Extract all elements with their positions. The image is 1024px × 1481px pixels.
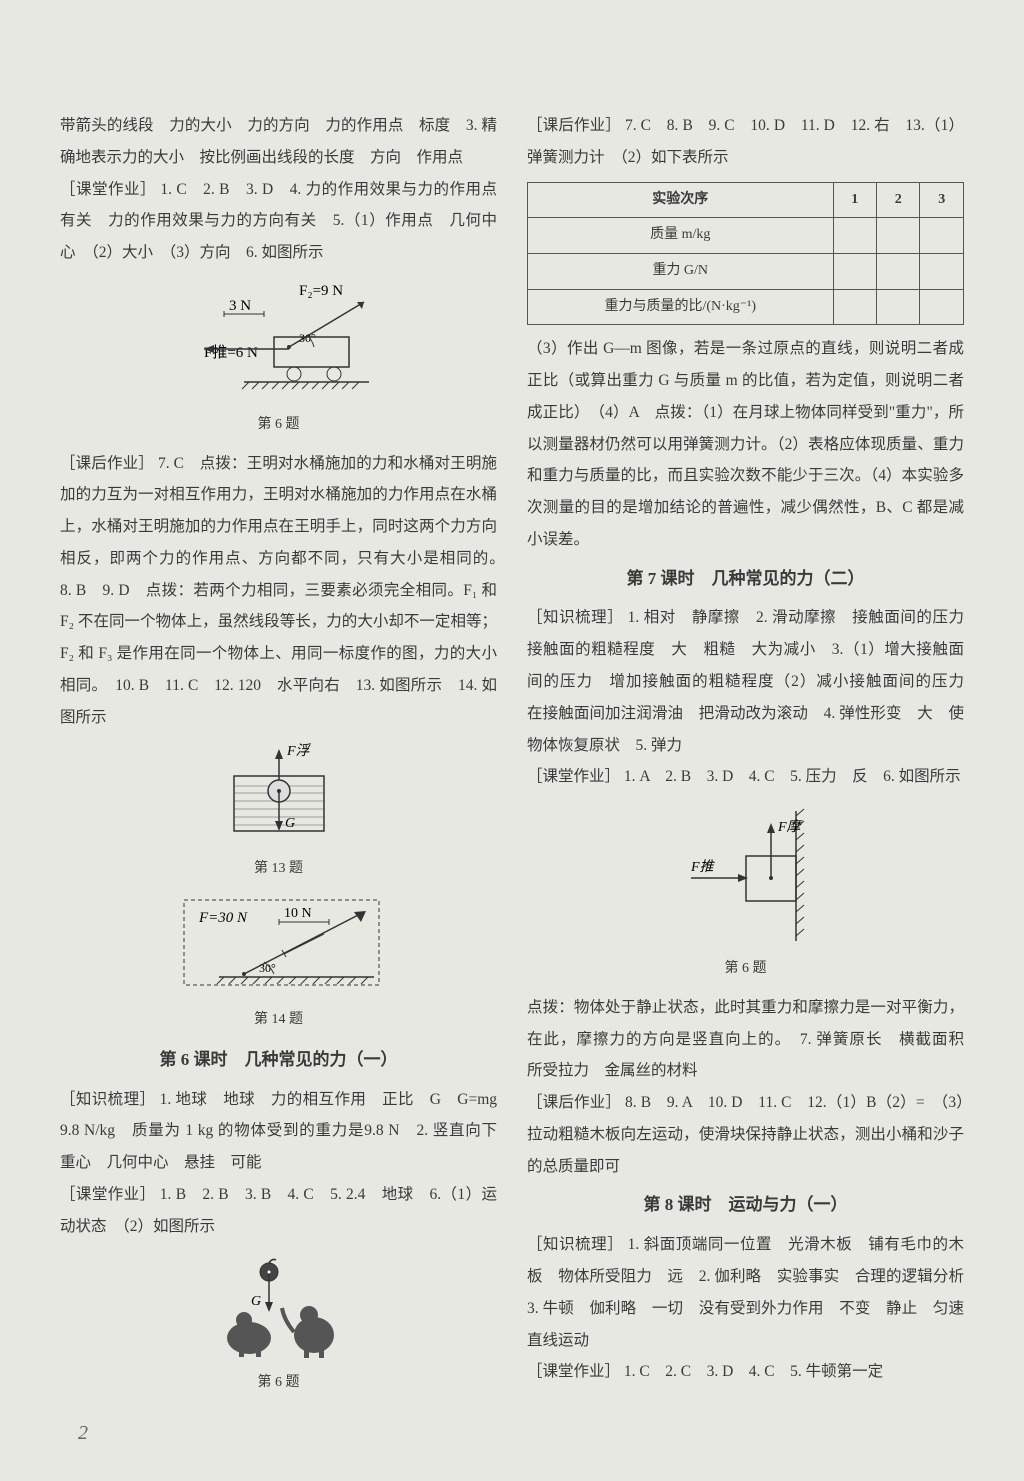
table-cell [833, 289, 876, 325]
label: ［知识梳理］ [527, 1236, 623, 1253]
left-column: 带箭头的线段 力的大小 力的方向 力的作用点 标度 3. 精确地表示力的大小 按… [60, 110, 497, 1406]
table-cell [920, 253, 964, 289]
figure-6-wall-block: F摩 F推 第 6 题 [527, 801, 964, 984]
text-block: ［知识梳理］ 1. 相对 静摩擦 2. 滑动摩擦 接触面间的压力 接触面的粗糙程… [527, 602, 964, 761]
figure-6b-apple: G 第 6 题 [60, 1250, 497, 1398]
text-block: ［知识梳理］ 1. 斜面顶端同一位置 光滑木板 铺有毛巾的木板 物体所受阻力 远… [527, 1229, 964, 1356]
label: ［课后作业］ [60, 455, 154, 472]
table-cell [920, 218, 964, 254]
text-block: 带箭头的线段 力的大小 力的方向 力的作用点 标度 3. 精确地表示力的大小 按… [60, 110, 497, 174]
text-block: ［课后作业］ 7. C 8. B 9. C 10. D 11. D 12. 右 … [527, 110, 964, 174]
label: ［课堂作业］ [60, 1186, 155, 1203]
figure-caption: 第 6 题 [258, 411, 300, 440]
label: 3 N [229, 298, 251, 314]
force-label: F摩 [777, 819, 803, 835]
table-row: 实验次序 1 2 3 [528, 182, 964, 218]
table-header: 质量 m/kg [528, 218, 834, 254]
text-block: ［课后作业］ 8. B 9. A 10. D 11. C 12.（1）B（2）=… [527, 1087, 964, 1182]
label: ［知识梳理］ [60, 1091, 155, 1108]
text-block: ［课堂作业］ 1. A 2. B 3. D 4. C 5. 压力 反 6. 如图… [527, 761, 964, 793]
force-label: F₂=9 N [299, 283, 343, 299]
label: ［课堂作业］ [527, 1363, 620, 1380]
table-header: 重力 G/N [528, 253, 834, 289]
text: 1. 相对 静摩擦 2. 滑动摩擦 接触面间的压力 接触面的粗糙程度 大 粗糙 … [527, 609, 980, 753]
text-block: ［知识梳理］ 1. 地球 地球 力的相互作用 正比 G G=mg 9.8 N/k… [60, 1084, 497, 1179]
figure-13-float: F浮 G 第 13 题 [60, 741, 497, 884]
figure-caption: 第 6 题 [725, 955, 767, 984]
experiment-table: 实验次序 1 2 3 质量 m/kg 重力 G/N 重力与质量的比/(N·kg⁻… [527, 182, 964, 326]
text-block: ［课后作业］ 7. C 点拨：王明对水桶施加的力和水桶对王明施加的力互为一对相互… [60, 448, 497, 734]
table-cell [920, 289, 964, 325]
scale-label: 10 N [284, 906, 312, 921]
table-cell [833, 218, 876, 254]
page-number: 2 [78, 1422, 88, 1445]
table-header: 重力与质量的比/(N·kg⁻¹) [528, 289, 834, 325]
table-row: 重力 G/N [528, 253, 964, 289]
text: 1. C 2. C 3. D 4. C 5. 牛顿第一定 [624, 1363, 883, 1380]
table-row: 质量 m/kg [528, 218, 964, 254]
right-column: ［课后作业］ 7. C 8. B 9. C 10. D 11. D 12. 右 … [527, 110, 964, 1406]
table-cell [876, 289, 919, 325]
label: ［课后作业］ [527, 117, 621, 134]
label: ［课后作业］ [527, 1094, 621, 1111]
table-cell [833, 253, 876, 289]
section-title: 第 6 课时 几种常见的力（一） [60, 1043, 497, 1078]
figure-6-cart: F₂=9 N 3 N 30° F推=6 N [60, 277, 497, 440]
section-title: 第 7 课时 几种常见的力（二） [527, 562, 964, 597]
figure-14-incline: F=30 N 10 N 30° [60, 892, 497, 1035]
text-block: ［课堂作业］ 1. C 2. B 3. D 4. 力的作用效果与力的作用点有关 … [60, 174, 497, 269]
table-cell [876, 253, 919, 289]
figure-caption: 第 13 题 [254, 855, 303, 884]
table-cell: 2 [876, 182, 919, 218]
force-label: G [285, 816, 295, 831]
table-header: 实验次序 [528, 182, 834, 218]
label: ［课堂作业］ [527, 768, 620, 785]
label: ［课堂作业］ [60, 181, 156, 198]
text-block: ［课堂作业］ 1. B 2. B 3. B 4. C 5. 2.4 地球 6.（… [60, 1179, 497, 1243]
force-label: F浮 [286, 743, 312, 759]
text-block: （3）作出 G—m 图像，若是一条过原点的直线，则说明二者成正比（或算出重力 G… [527, 333, 964, 555]
section-title: 第 8 课时 运动与力（一） [527, 1188, 964, 1223]
table-row: 重力与质量的比/(N·kg⁻¹) [528, 289, 964, 325]
force-label: F=30 N [198, 910, 248, 926]
table-cell [876, 218, 919, 254]
figure-caption: 第 14 题 [254, 1006, 303, 1035]
text-block: 点拨：物体处于静止状态，此时其重力和摩擦力是一对平衡力，在此，摩擦力的方向是竖直… [527, 992, 964, 1087]
figure-caption: 第 6 题 [258, 1369, 300, 1398]
text-block: ［课堂作业］ 1. C 2. C 3. D 4. C 5. 牛顿第一定 [527, 1356, 964, 1388]
text: 1. A 2. B 3. D 4. C 5. 压力 反 6. 如图所示 [624, 768, 961, 785]
label: ［知识梳理］ [527, 609, 623, 626]
table-cell: 3 [920, 182, 964, 218]
table-cell: 1 [833, 182, 876, 218]
text: 7. C 点拨：王明对水桶施加的力和水桶对王明施加的力互为一对相互作用力，王明对… [60, 455, 513, 726]
force-label: G [251, 1294, 261, 1309]
angle-label: 30° [299, 331, 316, 345]
force-label: F推 [690, 859, 716, 875]
